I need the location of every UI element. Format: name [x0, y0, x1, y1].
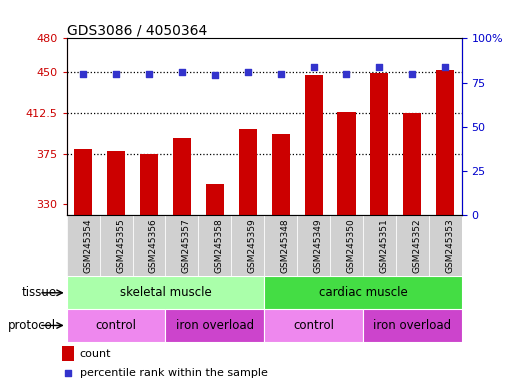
Bar [429, 215, 462, 276]
Bar [436, 70, 455, 215]
Text: count: count [80, 349, 111, 359]
Point [376, 64, 384, 70]
Bar [206, 184, 224, 215]
Text: GSM245358: GSM245358 [215, 218, 224, 273]
Bar [264, 215, 297, 276]
Bar [67, 215, 100, 276]
Point [178, 69, 186, 75]
Text: protocol: protocol [8, 319, 56, 332]
Bar [403, 114, 421, 215]
Bar [338, 113, 356, 215]
Text: GSM245357: GSM245357 [182, 218, 191, 273]
Bar [264, 309, 363, 342]
Bar [271, 134, 290, 215]
Point [342, 71, 350, 77]
Text: percentile rank within the sample: percentile rank within the sample [80, 368, 267, 378]
Bar [100, 215, 132, 276]
Text: iron overload: iron overload [176, 319, 254, 332]
Bar [199, 215, 231, 276]
Bar [396, 215, 429, 276]
Bar [67, 309, 165, 342]
Bar [132, 215, 165, 276]
Point [441, 64, 449, 70]
Point [211, 73, 219, 79]
Point [145, 71, 153, 77]
Text: GSM245351: GSM245351 [380, 218, 388, 273]
Bar [330, 215, 363, 276]
Text: control: control [293, 319, 334, 332]
Bar [107, 151, 125, 215]
Text: GSM245349: GSM245349 [313, 218, 323, 273]
Bar [231, 215, 264, 276]
Text: GSM245359: GSM245359 [248, 218, 256, 273]
Text: GSM245354: GSM245354 [83, 218, 92, 273]
Text: tissue: tissue [22, 286, 56, 299]
Point [277, 71, 285, 77]
Text: GSM245353: GSM245353 [445, 218, 454, 273]
Point [244, 69, 252, 75]
Bar [165, 309, 264, 342]
Bar [370, 73, 388, 215]
Point [408, 71, 417, 77]
Point [112, 71, 120, 77]
Bar [305, 75, 323, 215]
Bar [140, 154, 158, 215]
Bar [173, 138, 191, 215]
Text: skeletal muscle: skeletal muscle [120, 286, 211, 299]
Bar [62, 346, 74, 361]
Text: GSM245350: GSM245350 [346, 218, 356, 273]
Text: GDS3086 / 4050364: GDS3086 / 4050364 [67, 23, 207, 37]
Bar [165, 215, 199, 276]
Bar [363, 215, 396, 276]
Bar [74, 149, 92, 215]
Text: GSM245348: GSM245348 [281, 218, 290, 273]
Point [64, 370, 72, 376]
Bar [67, 276, 264, 309]
Text: GSM245355: GSM245355 [116, 218, 125, 273]
Bar [264, 276, 462, 309]
Text: control: control [95, 319, 136, 332]
Bar [363, 309, 462, 342]
Text: cardiac muscle: cardiac muscle [319, 286, 407, 299]
Point [309, 64, 318, 70]
Bar [239, 129, 257, 215]
Point [79, 71, 87, 77]
Text: GSM245356: GSM245356 [149, 218, 158, 273]
Bar [297, 215, 330, 276]
Text: GSM245352: GSM245352 [412, 218, 421, 273]
Text: iron overload: iron overload [373, 319, 451, 332]
